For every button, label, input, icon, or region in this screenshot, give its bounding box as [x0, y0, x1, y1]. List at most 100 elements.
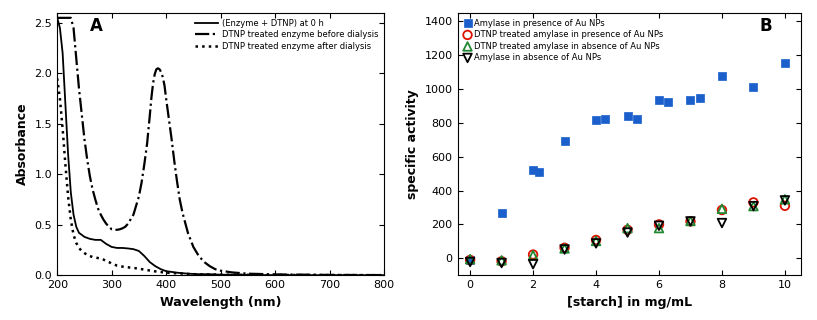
Amylase in presence of Au NPs [662, 99, 675, 104]
DTNP treated amylase in presence of Au NPs [684, 219, 697, 224]
(Enzyme + DTNP) at 0 h [60, 102, 70, 106]
DTNP treated enzyme after dialysis [91, 256, 100, 260]
(Enzyme + DTNP) at 0 h [55, 26, 65, 30]
(Enzyme + DTNP) at 0 h [115, 246, 125, 250]
Amylase in absence of Au NPs [653, 223, 666, 228]
DTNP treated amylase in absence of Au NPs [684, 219, 697, 224]
DTNP treated amylase in presence of Au NPs [526, 252, 539, 257]
Amylase in presence of Au NPs [463, 257, 476, 262]
(Enzyme + DTNP) at 0 h [123, 246, 133, 250]
DTNP treated amylase in presence of Au NPs [653, 222, 666, 227]
DTNP treated enzyme after dialysis [134, 267, 144, 271]
Line: DTNP treated enzyme after dialysis: DTNP treated enzyme after dialysis [57, 78, 384, 275]
(Enzyme + DTNP) at 0 h [79, 235, 89, 239]
DTNP treated amylase in presence of Au NPs [747, 200, 760, 205]
(Enzyme + DTNP) at 0 h [74, 231, 84, 235]
Amylase in presence of Au NPs [558, 139, 571, 144]
DTNP treated amylase in presence of Au NPs [495, 259, 508, 264]
Line: (Enzyme + DTNP) at 0 h: (Enzyme + DTNP) at 0 h [57, 18, 384, 275]
(Enzyme + DTNP) at 0 h [69, 213, 78, 217]
Amylase in absence of Au NPs [779, 198, 792, 203]
DTNP treated enzyme after dialysis [150, 269, 160, 273]
Y-axis label: specific activity: specific activity [406, 89, 419, 199]
(Enzyme + DTNP) at 0 h [324, 273, 334, 277]
Amylase in presence of Au NPs [779, 60, 792, 65]
(Enzyme + DTNP) at 0 h [58, 51, 68, 55]
Amylase in absence of Au NPs [526, 262, 539, 267]
DTNP treated amylase in absence of Au NPs [590, 238, 603, 244]
(Enzyme + DTNP) at 0 h [156, 267, 166, 271]
DTNP treated enzyme after dialysis [96, 257, 105, 260]
DTNP treated amylase in absence of Au NPs [779, 197, 792, 202]
(Enzyme + DTNP) at 0 h [71, 225, 81, 229]
DTNP treated enzyme after dialysis [216, 273, 225, 276]
(Enzyme + DTNP) at 0 h [205, 272, 215, 276]
(Enzyme + DTNP) at 0 h [118, 246, 127, 250]
Amylase in presence of Au NPs [716, 74, 729, 79]
Amylase in absence of Au NPs [621, 230, 634, 235]
(Enzyme + DTNP) at 0 h [270, 273, 280, 277]
(Enzyme + DTNP) at 0 h [104, 244, 114, 247]
X-axis label: [starch] in mg/mL: [starch] in mg/mL [566, 296, 692, 308]
DTNP treated amylase in absence of Au NPs [463, 257, 476, 262]
Line: DTNP treated enzyme before dialysis: DTNP treated enzyme before dialysis [57, 18, 384, 275]
DTNP treated enzyme before dialysis [109, 228, 119, 232]
DTNP treated enzyme after dialysis [52, 76, 62, 80]
(Enzyme + DTNP) at 0 h [140, 254, 150, 258]
Amylase in presence of Au NPs [631, 117, 644, 122]
DTNP treated enzyme after dialysis [79, 251, 89, 255]
DTNP treated enzyme after dialysis [71, 241, 81, 245]
DTNP treated amylase in absence of Au NPs [621, 226, 634, 231]
Amylase in presence of Au NPs [684, 97, 697, 102]
(Enzyme + DTNP) at 0 h [128, 247, 138, 251]
DTNP treated enzyme after dialysis [161, 271, 171, 275]
(Enzyme + DTNP) at 0 h [161, 269, 171, 273]
Legend: (Enzyme + DTNP) at 0 h, DTNP treated enzyme before dialysis, DTNP treated enzyme: (Enzyme + DTNP) at 0 h, DTNP treated enz… [194, 17, 380, 52]
Text: A: A [90, 17, 103, 35]
DTNP treated amylase in absence of Au NPs [495, 258, 508, 263]
(Enzyme + DTNP) at 0 h [101, 242, 111, 246]
Amylase in absence of Au NPs [684, 219, 697, 224]
DTNP treated enzyme after dialysis [99, 258, 109, 261]
DTNP treated enzyme after dialysis [270, 273, 280, 277]
Amylase in absence of Au NPs [590, 241, 603, 246]
DTNP treated enzyme after dialysis [189, 272, 199, 276]
Amylase in presence of Au NPs [653, 97, 666, 102]
(Enzyme + DTNP) at 0 h [194, 272, 203, 276]
DTNP treated enzyme after dialysis [123, 265, 133, 269]
Legend: Amylase in presence of Au NPs, DTNP treated amylase in presence of Au NPs, DTNP : Amylase in presence of Au NPs, DTNP trea… [462, 17, 665, 64]
DTNP treated enzyme after dialysis [118, 265, 127, 268]
DTNP treated enzyme after dialysis [87, 255, 97, 259]
DTNP treated amylase in presence of Au NPs [463, 257, 476, 262]
DTNP treated enzyme before dialysis [91, 197, 100, 201]
DTNP treated enzyme after dialysis [128, 266, 138, 270]
DTNP treated enzyme before dialysis [199, 260, 209, 264]
DTNP treated amylase in absence of Au NPs [653, 226, 666, 231]
(Enzyme + DTNP) at 0 h [83, 236, 92, 240]
DTNP treated enzyme after dialysis [379, 273, 389, 277]
(Enzyme + DTNP) at 0 h [66, 190, 76, 194]
DTNP treated amylase in presence of Au NPs [590, 237, 603, 243]
DTNP treated amylase in absence of Au NPs [747, 204, 760, 209]
(Enzyme + DTNP) at 0 h [172, 271, 182, 275]
Y-axis label: Absorbance: Absorbance [16, 103, 29, 185]
(Enzyme + DTNP) at 0 h [52, 16, 62, 20]
Amylase in presence of Au NPs [747, 85, 760, 90]
DTNP treated amylase in presence of Au NPs [558, 245, 571, 250]
DTNP treated enzyme before dialysis [85, 174, 95, 178]
(Enzyme + DTNP) at 0 h [145, 260, 154, 264]
DTNP treated enzyme after dialysis [85, 254, 95, 258]
DTNP treated enzyme after dialysis [55, 97, 65, 100]
Amylase in presence of Au NPs [533, 169, 546, 174]
DTNP treated enzyme after dialysis [83, 253, 92, 257]
DTNP treated amylase in absence of Au NPs [526, 253, 539, 258]
(Enzyme + DTNP) at 0 h [216, 273, 225, 276]
(Enzyme + DTNP) at 0 h [134, 249, 144, 253]
(Enzyme + DTNP) at 0 h [93, 238, 103, 242]
(Enzyme + DTNP) at 0 h [91, 238, 100, 242]
(Enzyme + DTNP) at 0 h [85, 237, 95, 241]
DTNP treated enzyme after dialysis [77, 249, 87, 253]
DTNP treated amylase in presence of Au NPs [716, 207, 729, 212]
DTNP treated enzyme before dialysis [379, 273, 389, 277]
DTNP treated enzyme before dialysis [151, 68, 161, 71]
